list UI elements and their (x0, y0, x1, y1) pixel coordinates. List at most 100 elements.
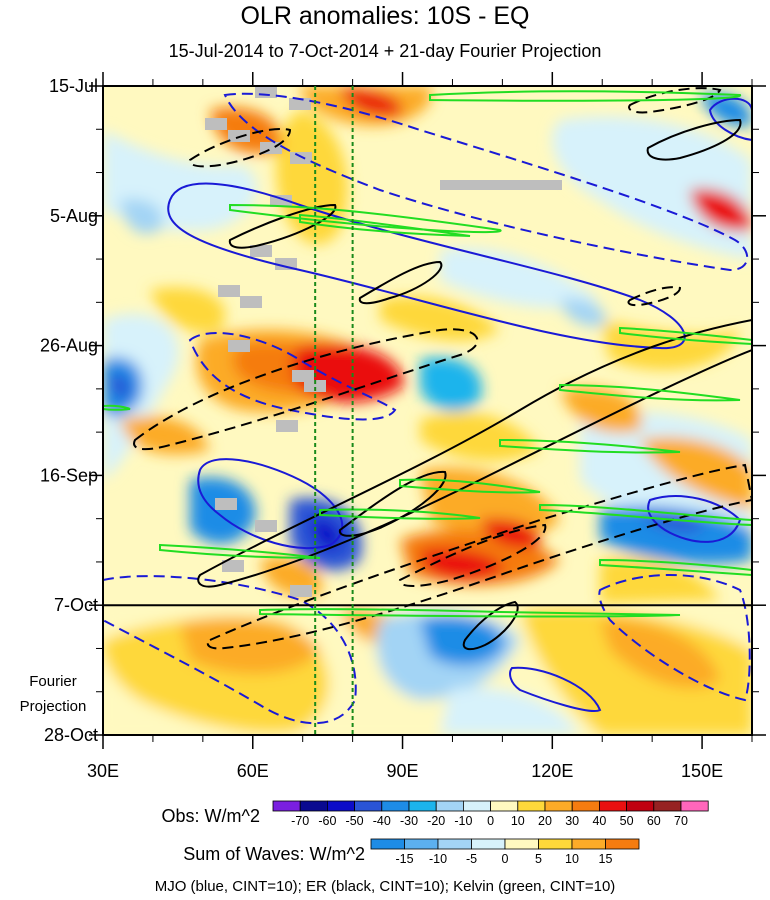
waves-colorbar-tick-label: 10 (565, 852, 579, 866)
mjo-contour (223, 92, 749, 272)
obs-colorbar-swatch (326, 800, 355, 812)
kelvin-contour (619, 326, 752, 346)
kelvin-contour (229, 203, 502, 234)
y-tick-label: 16-Sep (40, 465, 98, 485)
kelvin-contour (599, 558, 752, 577)
waves-colorbar-swatch (538, 838, 573, 850)
er-contour (228, 203, 337, 249)
kelvin-contour (103, 404, 131, 411)
wave-contours (103, 87, 752, 725)
waves-colorbar-tick-label: 0 (502, 852, 509, 866)
plot-frame (102, 85, 753, 736)
kelvin-contour (299, 213, 471, 237)
er-contour (338, 470, 447, 537)
obs-colorbar-tick-label: 20 (538, 814, 552, 828)
waves-colorbar: -15 -10 -5 0 5 10 15 (370, 838, 640, 866)
obs-colorbar-swatch (299, 800, 328, 812)
obs-colorbar-tick-label: -30 (400, 814, 418, 828)
waves-colorbar-swatch (370, 838, 405, 850)
obs-colorbar-swatch (408, 800, 437, 812)
obs-colorbar-tick-label: -60 (318, 814, 336, 828)
y-axis-labels: 15-Jul 5-Aug 26-Aug 16-Sep 7-Oct 28-Oct (40, 76, 98, 745)
er-contour (399, 523, 547, 587)
obs-colorbar-tick-label: -50 (346, 814, 364, 828)
missing-data-patches (205, 86, 562, 597)
waves-colorbar-swatch (437, 838, 472, 850)
kelvin-contour (559, 383, 741, 402)
kelvin-contour (429, 90, 742, 102)
waves-colorbar-tick-label: -5 (466, 852, 477, 866)
waves-colorbar-swatch (571, 838, 606, 850)
y-tick-label: 26-Aug (40, 336, 98, 356)
projection-label-line2: Projection (20, 698, 87, 715)
er-contour (358, 260, 443, 305)
waves-colorbar-tick-label: -15 (395, 852, 413, 866)
waves-colorbar-tick-label: 15 (599, 852, 613, 866)
obs-colorbar-tick-label: 70 (674, 814, 688, 828)
obs-colorbar-tick-label: 0 (487, 814, 494, 828)
x-tick-label: 30E (87, 761, 119, 781)
obs-colorbar-tick-label: 60 (647, 814, 661, 828)
projection-label-line1: Fourier (29, 673, 77, 690)
kelvin-contour (159, 543, 321, 559)
obs-colorbar-swatch (272, 800, 301, 812)
obs-colorbar-swatch (626, 800, 655, 812)
obs-colorbar-tick-label: -20 (427, 814, 445, 828)
obs-colorbar-swatch (354, 800, 383, 812)
x-tick-label: 150E (681, 761, 723, 781)
er-contour (646, 118, 742, 161)
chart-title: OLR anomalies: 10S - EQ (240, 2, 530, 30)
obs-colorbar-tick-label: -10 (454, 814, 472, 828)
projection-field (103, 604, 752, 735)
axes (89, 72, 766, 749)
waves-colorbar-swatch (404, 838, 439, 850)
obs-colorbar-swatch (381, 800, 410, 812)
obs-olr-field (103, 86, 752, 604)
obs-colorbar: -70 -60 -50 -40 -30 -20 -10 0 10 20 30 40 50 60 70 (272, 800, 709, 828)
obs-colorbar-swatch (544, 800, 573, 812)
kelvin-contour (399, 478, 541, 494)
mjo-contour (103, 575, 357, 725)
obs-colorbar-swatch (653, 800, 682, 812)
waves-colorbar-swatch (605, 838, 640, 850)
obs-colorbar-label: Obs: W/m^2 (162, 806, 260, 826)
waves-colorbar-swatch (471, 838, 506, 850)
obs-colorbar-swatch (517, 800, 546, 812)
chart-subtitle: 15-Jul-2014 to 7-Oct-2014 + 21-day Fouri… (168, 41, 602, 61)
y-tick-label: 15-Jul (49, 76, 98, 96)
y-tick-label: 5-Aug (50, 206, 98, 226)
kelvin-contour (259, 608, 681, 618)
y-tick-label: 7-Oct (54, 595, 98, 615)
mjo-contour (598, 574, 751, 702)
x-axis-labels: 30E 60E 90E 120E 150E (87, 761, 723, 781)
obs-colorbar-swatch (599, 800, 628, 812)
er-contour (197, 318, 752, 588)
mjo-contour (509, 666, 602, 712)
x-tick-label: 120E (531, 761, 573, 781)
waves-colorbar-tick-label: 5 (535, 852, 542, 866)
obs-colorbar-swatch (462, 800, 491, 812)
waves-colorbar-label: Sum of Waves: W/m^2 (183, 844, 365, 864)
mjo-contour (197, 458, 344, 550)
obs-colorbar-swatch (435, 800, 464, 812)
kelvin-contour (499, 438, 681, 454)
kelvin-contour (539, 503, 752, 527)
waves-colorbar-swatch (504, 838, 539, 850)
er-contour (188, 128, 292, 168)
obs-colorbar-swatch (490, 800, 519, 812)
obs-colorbar-swatch (571, 800, 600, 812)
er-contour (627, 286, 682, 307)
obs-colorbar-tick-label: -70 (291, 814, 309, 828)
obs-colorbar-tick-label: 30 (565, 814, 579, 828)
obs-colorbar-tick-label: -40 (373, 814, 391, 828)
reference-lines (314, 86, 354, 735)
waves-colorbar-tick-label: -10 (429, 852, 447, 866)
obs-colorbar-tick-label: 40 (592, 814, 606, 828)
obs-colorbar-tick-label: 10 (511, 814, 525, 828)
obs-colorbar-swatch (680, 800, 709, 812)
x-tick-label: 90E (387, 761, 419, 781)
er-contour (206, 463, 752, 650)
obs-colorbar-tick-label: 50 (620, 814, 634, 828)
kelvin-contour (319, 508, 481, 520)
